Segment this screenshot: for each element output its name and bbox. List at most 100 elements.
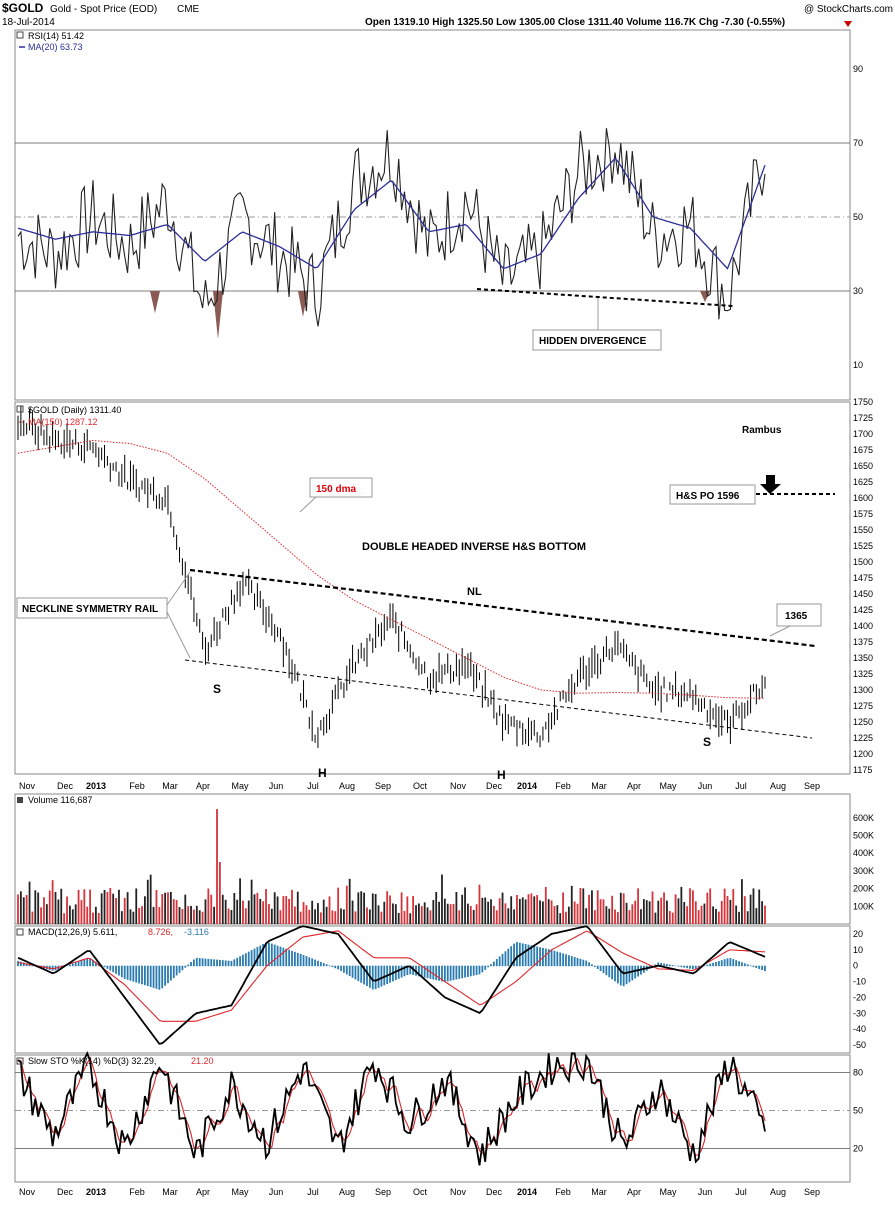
macd-hist-bar (193, 959, 195, 967)
volume-bar (666, 900, 668, 924)
volume-bar (201, 911, 204, 924)
y-tick-label: 20 (853, 929, 863, 939)
macd-hist-bar (77, 961, 80, 967)
macd-hist-bar (596, 965, 599, 969)
volume-bar (308, 909, 311, 924)
volume-bar (409, 913, 412, 924)
x-tick-label: Oct (413, 1187, 428, 1197)
x-tick-label: May (231, 1187, 249, 1197)
volume-bar (138, 907, 141, 924)
macd-hist-bar (599, 965, 602, 972)
x-tick-label: Jun (698, 781, 713, 791)
author-label: Rambus (742, 425, 782, 436)
macd-hist-bar (420, 965, 423, 977)
y-tick-label: 200K (853, 884, 874, 894)
volume-bar (276, 896, 279, 924)
volume-bar (516, 894, 518, 924)
macd-hist-bar (144, 965, 146, 986)
volume-bar (187, 906, 190, 924)
y-tick-label: 1725 (853, 413, 873, 423)
volume-bar (221, 894, 224, 924)
macd-hist-bar (178, 965, 181, 973)
macd-hist-bar (319, 961, 322, 967)
volume-bar (487, 901, 490, 924)
volume-bar (66, 896, 68, 924)
volume-bar (738, 911, 740, 924)
volume-bar (296, 891, 299, 924)
macd-hist-bar (452, 965, 455, 981)
volume-bar (43, 897, 45, 924)
macd-hist-bar (158, 965, 161, 990)
rsi-legend: RSI(14) 51.42 (28, 31, 84, 41)
macd-hist-bar (172, 965, 175, 978)
volume-bar (735, 905, 738, 924)
macd-hist-bar (190, 962, 192, 967)
volume-bar (325, 906, 328, 924)
macd-hist-bar (17, 960, 19, 967)
x-tick-label: Feb (555, 781, 571, 791)
macd-hist-bar (591, 964, 593, 967)
volume-bar (417, 903, 420, 924)
volume-bar (256, 892, 259, 924)
volume-bar (573, 901, 576, 924)
volume-bar (478, 884, 481, 924)
macd-hist-bar (334, 965, 337, 969)
neckline-rail-box (16, 597, 168, 619)
macd-hist-bar (141, 965, 143, 985)
volume-bar (438, 901, 440, 924)
volume-bar (343, 909, 345, 924)
volume-bar (22, 897, 25, 924)
macd-hist-bar (614, 965, 616, 982)
macd-hist-bar (469, 965, 472, 977)
macd-hist-bar (25, 963, 28, 967)
ma150-line (17, 439, 765, 699)
volume-bar (242, 900, 244, 924)
y-tick-label: -30 (853, 1008, 866, 1018)
volume-bar (152, 906, 155, 924)
macd-hist-bar (729, 958, 732, 967)
price-legend: $GOLD (Daily) 1311.40 (28, 405, 121, 415)
volume-bar (530, 893, 533, 924)
volume-bar (236, 899, 239, 924)
volume-bar (461, 894, 464, 924)
volume-bar (184, 894, 187, 924)
volume-bar (328, 896, 331, 924)
macd-hist-bar (694, 965, 697, 969)
volume-bar (198, 910, 201, 924)
price-legend-box (16, 405, 24, 413)
volume-bar (743, 896, 746, 924)
stochastic-panel: 80 50 20 Slow STO %K(14) %D(3) 32.29, 21.2… (14, 1051, 863, 1183)
volume-bar (319, 912, 322, 924)
volume-bar (100, 893, 103, 924)
volume-bar (314, 909, 316, 924)
neckline (189, 568, 816, 648)
volume-bar (732, 889, 735, 924)
macd-hist-bar (149, 965, 152, 987)
macd-hist-bar (218, 959, 221, 967)
ohlc-readout: Open 1319.10 High 1325.50 Low 1305.00 Cl… (365, 17, 785, 28)
volume-bar (441, 874, 443, 924)
macd-hist-bar (755, 965, 758, 968)
macd-hist-bar (634, 965, 637, 979)
macd-legend-main: MACD(12,26,9) 5.611, (28, 927, 117, 937)
volume-bar (178, 907, 181, 924)
macd-hist-bar (732, 959, 735, 967)
volume-bar (458, 910, 461, 924)
y-tick-label: 1225 (853, 733, 873, 743)
x-tick-label: Aug (339, 781, 355, 791)
y-tick-label: 1500 (853, 557, 873, 567)
volume-bar (634, 900, 637, 924)
macd-hist-bar (120, 965, 123, 978)
macd-hist-bar (265, 942, 267, 967)
x-tick-label: Aug (770, 1187, 786, 1197)
volume-bar (550, 900, 553, 924)
volume-bar (642, 899, 645, 924)
volume-bar (181, 908, 184, 924)
volume-bar (562, 892, 565, 924)
volume-bar (334, 911, 337, 924)
volume-bar (94, 906, 97, 924)
volume-bar (703, 903, 706, 924)
y-tick-label: 1175 (853, 765, 872, 775)
volume-bar (239, 878, 241, 924)
macd-hist-bar (495, 959, 498, 967)
